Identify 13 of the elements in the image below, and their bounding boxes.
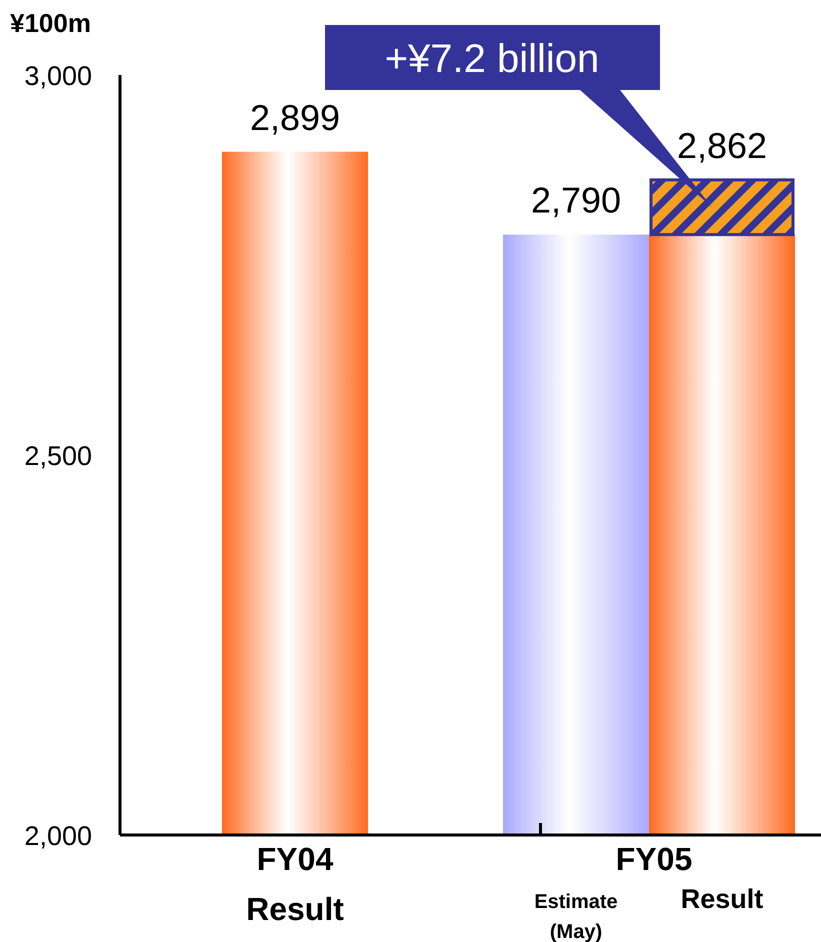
total-label: 2,862 [676,124,768,166]
y-tick-label: 2,000 [24,821,92,851]
y-tick-label: 2,500 [24,441,92,471]
text: FY04 [256,841,334,877]
y-tick-label: 3,000 [24,61,92,91]
total-label: 2,790 [530,180,622,221]
x-tick-label: Result [680,884,764,914]
annotation: +¥7.2 billion [384,37,600,81]
text: FY05 [616,841,692,877]
y-axis-title: ¥100m [10,8,91,38]
total-label: 2,899 [250,96,340,138]
x-tick-label: Result [246,891,344,927]
x-tick-label: Estimate (May) [534,891,618,942]
